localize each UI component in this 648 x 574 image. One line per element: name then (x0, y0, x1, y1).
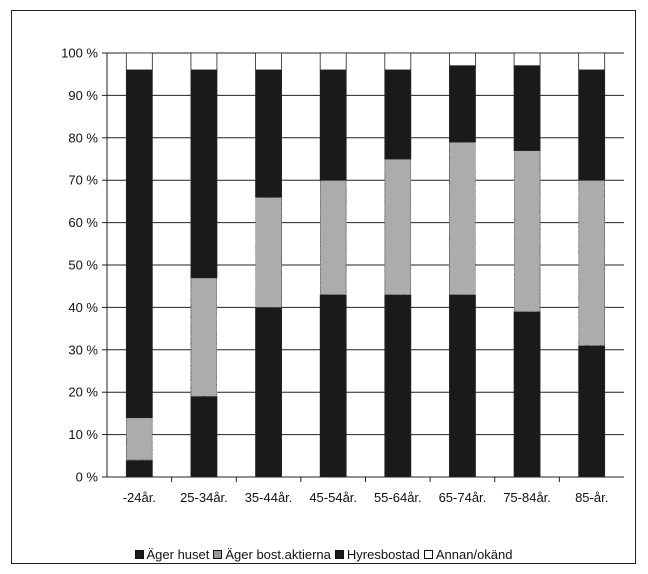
bar-segment (384, 69, 412, 160)
legend-item: Annan/okänd (423, 547, 513, 562)
stacked-bar-chart: 0 % 10 % 20 % 30 % 40 % 50 % 60 % 70 % 80 % 90 % 1… (61, 46, 624, 505)
legend-item: Äger bost.aktierna (213, 547, 331, 562)
bar-segment (578, 179, 606, 346)
x-tick-label: 75-84år. (503, 490, 551, 505)
bar-segment (449, 141, 476, 296)
bar-segment (449, 294, 476, 478)
legend-label: Äger huset (146, 547, 210, 562)
bar-segment (513, 150, 541, 313)
y-tick-label: 30 % (68, 342, 98, 357)
bar-segment (125, 52, 153, 71)
bar-segment (255, 52, 282, 71)
bar-segment (513, 311, 541, 478)
legend-swatch (213, 550, 223, 559)
bar-segment (319, 294, 347, 478)
bar-segment (319, 52, 347, 71)
y-tick-label: 80 % (68, 130, 98, 145)
legend-item: Äger huset (134, 547, 210, 562)
legend-swatch (423, 550, 433, 559)
legend-swatch (134, 550, 144, 559)
bar-segment (190, 52, 218, 71)
bar-segment (255, 306, 282, 478)
bar-segment (190, 277, 218, 397)
y-tick-label: 70 % (68, 173, 98, 188)
y-tick-label: 50 % (68, 258, 98, 273)
bar-segment (578, 52, 606, 71)
x-tick-label: 35-44år. (245, 490, 293, 505)
bar-segment (449, 65, 476, 143)
y-tick-label: 100 % (61, 46, 98, 61)
bar-segment (384, 158, 412, 296)
bar-segment (384, 294, 412, 478)
legend-label: Äger bost.aktierna (225, 547, 331, 562)
legend-item: Hyresbostad (334, 547, 420, 562)
y-tick-label: 20 % (68, 385, 98, 400)
legend-swatch (334, 550, 344, 559)
bar-segment (384, 52, 412, 71)
y-tick-label: 60 % (68, 215, 98, 230)
bar-segment (125, 417, 153, 461)
bar-segment (319, 69, 347, 181)
bar-segment (190, 396, 218, 478)
y-tick-label: 40 % (68, 300, 98, 315)
y-tick-label: 10 % (68, 427, 98, 442)
legend-label: Annan/okänd (435, 547, 513, 562)
bar-segment (190, 69, 218, 279)
legend-label: Hyresbostad (346, 547, 420, 562)
x-tick-label: 85-år. (575, 490, 608, 505)
bar-segment (125, 459, 153, 478)
y-tick-label: 0 % (76, 470, 99, 485)
legend: Äger huset Äger bost.aktierna Hyresbostad A… (12, 547, 635, 562)
bar-segment (513, 52, 541, 67)
bar-segment (578, 69, 606, 181)
x-tick-label: 55-64år. (374, 490, 422, 505)
bar-segment (255, 196, 282, 308)
bar-segment (255, 69, 282, 198)
x-tick-label: 65-74år. (439, 490, 487, 505)
x-tick-label: 25-34år. (180, 490, 228, 505)
bar-segment (125, 69, 153, 419)
bar-segment (319, 179, 347, 296)
bar-segment (578, 345, 606, 478)
chart-frame: 0 % 10 % 20 % 30 % 40 % 50 % 60 % 70 % 80 % 90 % 1… (11, 10, 636, 564)
x-tick-label: -24år. (123, 490, 156, 505)
bar-segment (513, 65, 541, 151)
y-tick-label: 90 % (68, 88, 98, 103)
bar-segment (449, 52, 476, 67)
x-tick-label: 45-54år. (309, 490, 357, 505)
